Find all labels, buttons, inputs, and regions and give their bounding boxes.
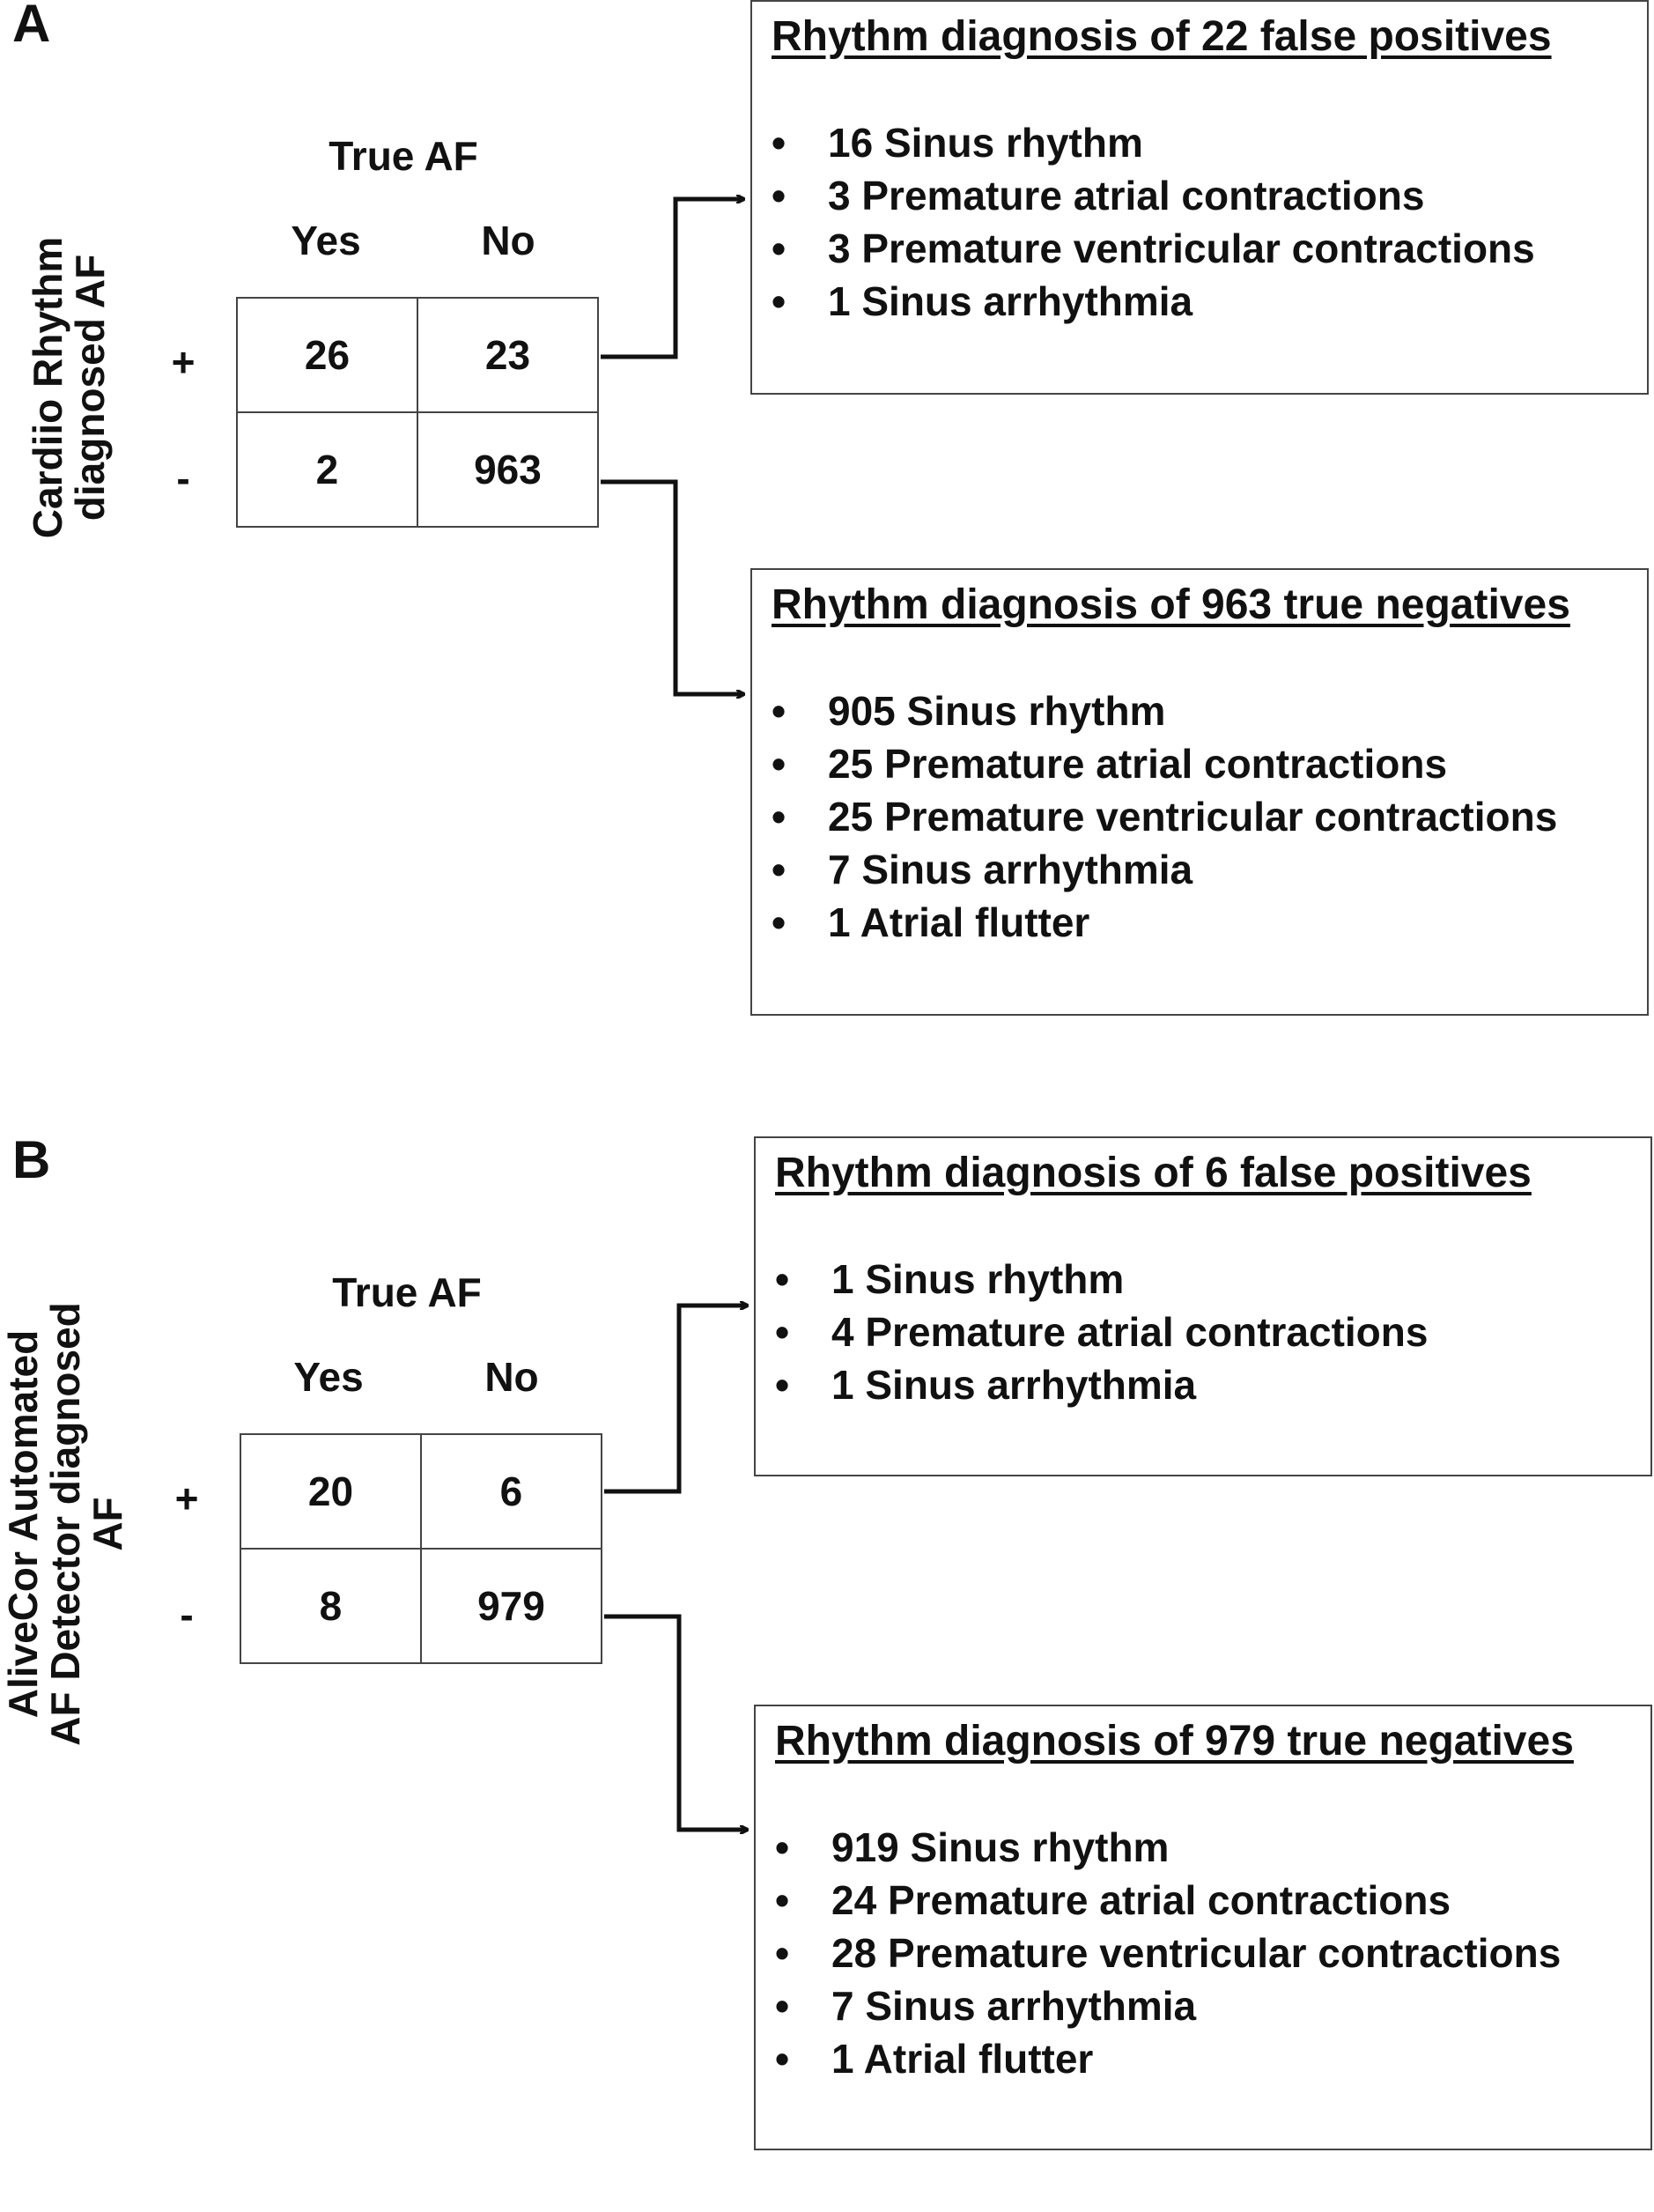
list-item: • 3 Premature ventricular contractions [772, 226, 1535, 271]
matrix-row-positive: 20 6 [240, 1433, 603, 1550]
column-label-yes: Yes [293, 1354, 364, 1400]
arrow-to-false-positives [601, 199, 744, 359]
true-negatives-box: Rhythm diagnosis of 979 true negatives •… [754, 1705, 1652, 2150]
false-positives-list: • 16 Sinus rhythm • 3 Premature atrial con… [772, 116, 1535, 328]
false-negative-cell: 8 [240, 1548, 422, 1664]
column-header: True AF [329, 133, 478, 179]
column-header: True AF [332, 1269, 482, 1315]
list-item: • 1 Atrial flutter [775, 2036, 1094, 2082]
list-item: • 919 Sinus rhythm [775, 1824, 1170, 1870]
list-item: • 28 Premature ventricular contractions [775, 1930, 1562, 1976]
true-negative-cell: 979 [419, 1548, 603, 1664]
connector-arrows [604, 1136, 1654, 2212]
list-item: • 24 Premature atrial contractions [775, 1877, 1451, 1923]
matrix-row-negative: 2 963 [236, 411, 600, 528]
arrow-to-true-negatives [601, 479, 744, 694]
false-positive-cell: 6 [419, 1433, 603, 1550]
list-item: • 7 Sinus arrhythmia [772, 847, 1193, 892]
list-item: • 1 Sinus arrhythmia [775, 1362, 1197, 1408]
row-label-positive: + [171, 339, 196, 385]
list-item: • 16 Sinus rhythm [772, 120, 1143, 166]
list-item: • 25 Premature ventricular contractions [772, 794, 1558, 840]
list-item: • 1 Atrial flutter [772, 899, 1090, 945]
column-label-no: No [484, 1354, 539, 1400]
row-label-negative: - [176, 455, 190, 501]
arrow-to-true-negatives [604, 1614, 748, 1830]
row-label-negative: - [180, 1592, 194, 1638]
false-positives-list: • 1 Sinus rhythm • 4 Premature atrial cont… [775, 1253, 1428, 1411]
false-positives-title: Rhythm diagnosis of 6 false positives [775, 1150, 1532, 1196]
list-item: • 3 Premature atrial contractions [772, 173, 1425, 218]
true-negatives-title: Rhythm diagnosis of 963 true negatives [772, 581, 1570, 628]
true-negatives-list: • 919 Sinus rhythm • 24 Premature atrial c… [775, 1821, 1561, 2085]
true-negative-cell: 963 [416, 411, 600, 528]
true-positive-cell: 26 [236, 297, 418, 413]
list-item: • 1 Sinus arrhythmia [772, 278, 1193, 324]
confusion-matrix: 20 6 8 979 [240, 1433, 603, 1664]
list-item: • 7 Sinus arrhythmia [775, 1983, 1197, 2029]
list-item: • 4 Premature atrial contractions [775, 1309, 1429, 1355]
true-negatives-list: • 905 Sinus rhythm • 25 Premature atrial c… [772, 684, 1557, 949]
row-label-positive: + [174, 1476, 199, 1521]
matrix-row-positive: 26 23 [236, 297, 600, 413]
list-item: • 1 Sinus rhythm [775, 1256, 1125, 1302]
false-positives-title: Rhythm diagnosis of 22 false positives [772, 13, 1552, 60]
true-negatives-title: Rhythm diagnosis of 979 true negatives [775, 1718, 1574, 1764]
panel-letter: B [12, 1130, 51, 1189]
panel-b: B True AF Yes No AliveCor Automated AF D… [0, 1130, 1654, 2212]
false-negative-cell: 2 [236, 411, 418, 528]
matrix-row-negative: 8 979 [240, 1548, 603, 1664]
column-label-no: No [481, 218, 535, 263]
false-positives-box: Rhythm diagnosis of 22 false positives •… [750, 0, 1649, 395]
list-item: • 905 Sinus rhythm [772, 688, 1166, 734]
connector-arrows [601, 0, 1654, 1076]
column-label-yes: Yes [291, 218, 361, 263]
true-negatives-box: Rhythm diagnosis of 963 true negatives •… [750, 568, 1649, 1016]
panel-a: A True AF Yes No Cardiio Rhythm diagnose… [0, 0, 1654, 1076]
list-item: • 25 Premature atrial contractions [772, 741, 1448, 787]
panel-letter: A [12, 0, 51, 53]
false-positive-cell: 23 [416, 297, 600, 413]
arrow-to-false-positives [604, 1306, 748, 1494]
true-positive-cell: 20 [240, 1433, 422, 1550]
false-positives-box: Rhythm diagnosis of 6 false positives • 1… [754, 1136, 1652, 1476]
confusion-matrix: 26 23 2 963 [236, 297, 600, 528]
